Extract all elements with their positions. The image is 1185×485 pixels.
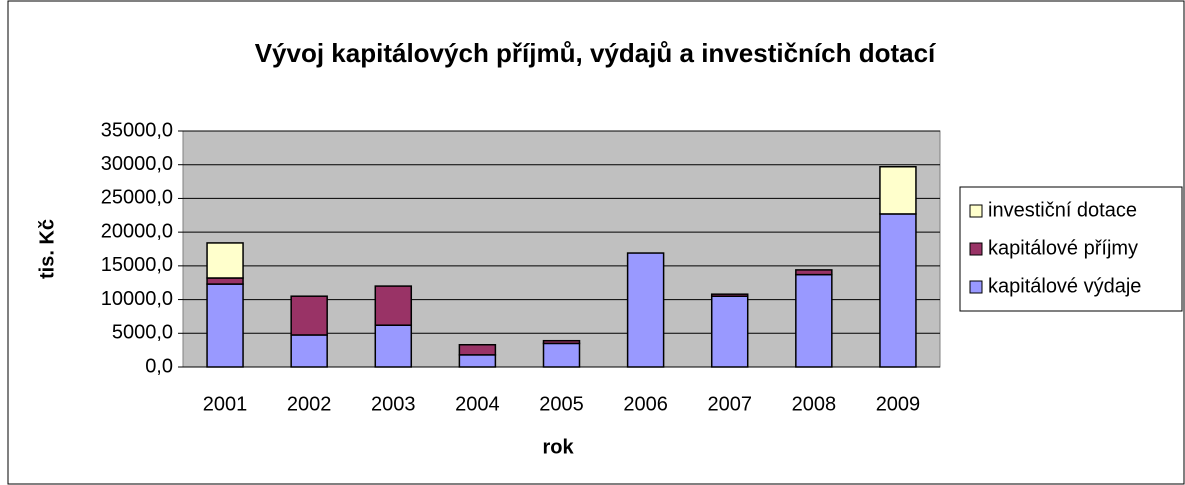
- bar-segment: [374, 285, 413, 326]
- x-tick-label: 2004: [455, 393, 500, 415]
- y-tick-label: 30000,0: [101, 153, 173, 175]
- x-tick-label: 2007: [707, 393, 752, 415]
- bar-segment: [374, 324, 413, 368]
- legend-label: kapitálové výdaje: [988, 275, 1141, 297]
- bar-segment: [206, 277, 244, 285]
- x-axis-label: rok: [542, 436, 574, 458]
- legend-swatch: [969, 204, 983, 218]
- y-axis-label: tis. Kč: [36, 219, 58, 279]
- bar-segment: [458, 343, 497, 356]
- y-tick-label: 0,0: [145, 355, 173, 377]
- legend-swatch: [969, 280, 983, 294]
- bar-segment: [206, 242, 244, 279]
- chart-title: Vývoj kapitálových příjmů, výdajů a inve…: [255, 38, 936, 68]
- y-tick-label: 25000,0: [101, 187, 173, 209]
- bar-segment: [710, 295, 749, 368]
- legend-box: [959, 186, 1183, 312]
- bar-segment: [206, 283, 244, 368]
- x-tick-label: 2009: [876, 393, 921, 415]
- bar-segment: [879, 165, 917, 215]
- y-tick-label: 15000,0: [101, 254, 173, 276]
- x-tick-label: 2005: [539, 393, 584, 415]
- y-tick-label: 10000,0: [101, 288, 173, 310]
- bar-segment: [626, 252, 665, 368]
- y-tick-label: 20000,0: [101, 220, 173, 242]
- x-tick-label: 2002: [287, 393, 332, 415]
- y-tick-label: 5000,0: [112, 322, 173, 344]
- legend-swatch: [969, 242, 983, 256]
- legend-label: kapitálové příjmy: [988, 237, 1138, 259]
- bar-segment: [290, 295, 328, 336]
- bar-segment: [542, 339, 581, 345]
- x-tick-label: 2003: [371, 393, 416, 415]
- x-tick-label: 2001: [203, 393, 248, 415]
- x-tick-label: 2008: [792, 393, 837, 415]
- bar-segment: [458, 354, 497, 368]
- bar-segment: [795, 269, 833, 276]
- x-tick-label: 2006: [623, 393, 668, 415]
- bar-segment: [879, 213, 917, 368]
- legend-label: investiční dotace: [988, 199, 1137, 221]
- bar-segment: [542, 342, 581, 368]
- bar-segment: [290, 334, 328, 368]
- bar-segment: [710, 293, 749, 297]
- y-tick-label: 35000,0: [101, 119, 173, 141]
- bar-segment: [795, 273, 833, 368]
